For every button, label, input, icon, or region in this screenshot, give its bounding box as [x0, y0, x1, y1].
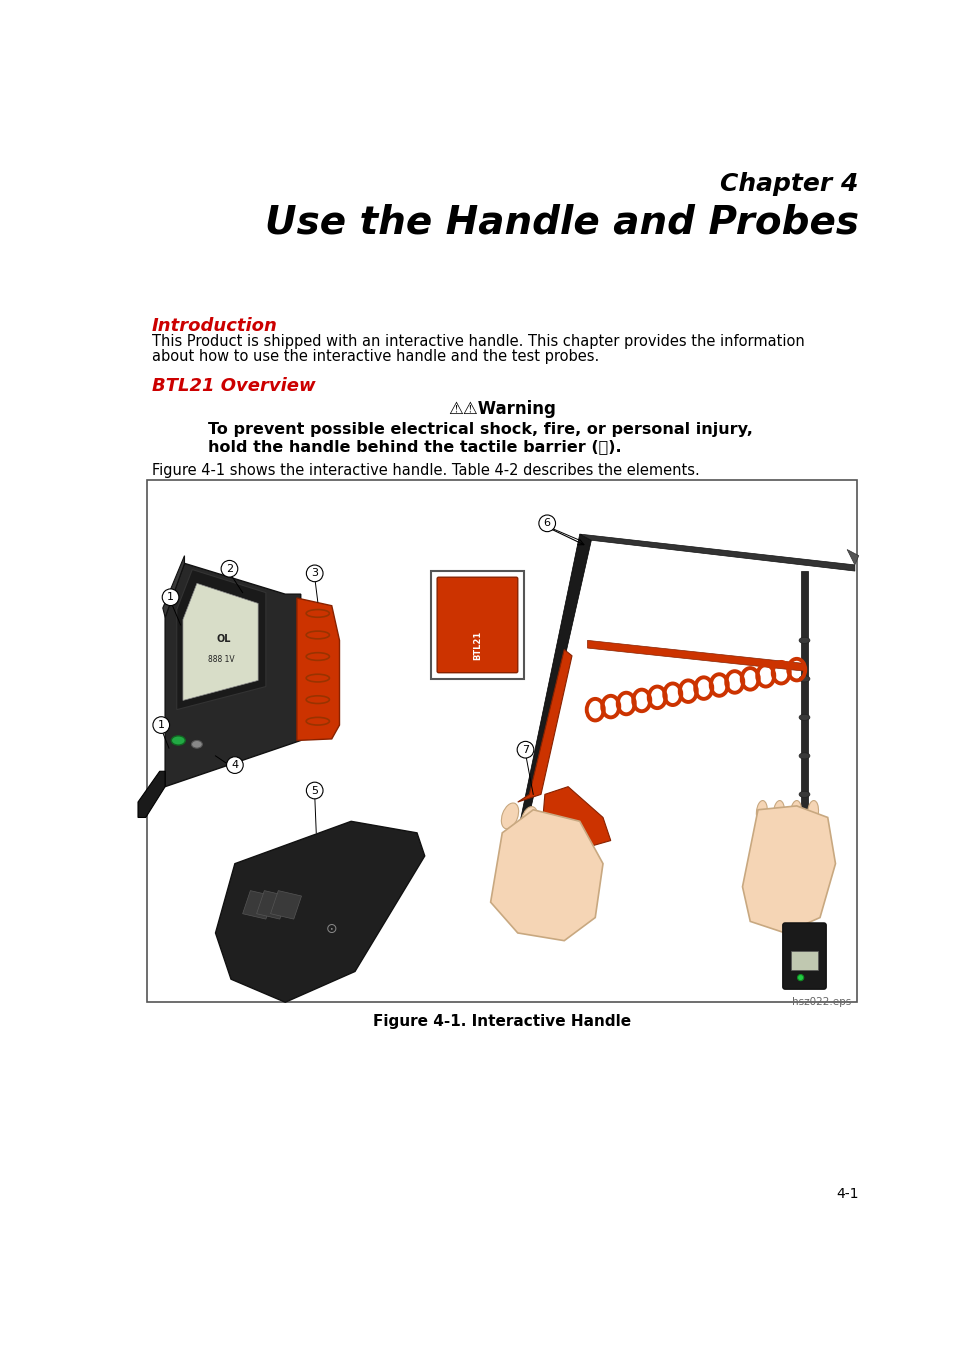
Bar — [147, 481, 858, 1002]
Text: 5: 5 — [312, 785, 318, 796]
Ellipse shape — [791, 801, 802, 823]
Ellipse shape — [502, 803, 518, 828]
Polygon shape — [580, 534, 855, 572]
Polygon shape — [541, 786, 611, 856]
Polygon shape — [270, 891, 302, 919]
Polygon shape — [517, 534, 591, 832]
Ellipse shape — [799, 637, 809, 644]
Ellipse shape — [799, 714, 809, 721]
Text: 4: 4 — [231, 760, 238, 770]
Text: 888 1V: 888 1V — [209, 655, 235, 664]
Text: OL: OL — [216, 634, 230, 644]
Text: BTL21 Overview: BTL21 Overview — [152, 378, 316, 395]
Polygon shape — [257, 891, 287, 919]
Polygon shape — [243, 891, 273, 919]
FancyBboxPatch shape — [783, 923, 826, 989]
Text: Introduction: Introduction — [152, 316, 277, 335]
Text: hold the handle behind the tactile barrier (⓷).: hold the handle behind the tactile barri… — [208, 439, 621, 454]
Text: Figure 4-1. Interactive Handle: Figure 4-1. Interactive Handle — [373, 1014, 631, 1029]
Ellipse shape — [757, 801, 767, 823]
Polygon shape — [517, 649, 572, 803]
Ellipse shape — [808, 801, 818, 823]
Ellipse shape — [191, 740, 202, 748]
Ellipse shape — [541, 811, 557, 837]
Ellipse shape — [799, 830, 809, 837]
Circle shape — [798, 975, 804, 980]
Text: ⚠⚠Warning: ⚠⚠Warning — [448, 401, 557, 418]
Polygon shape — [587, 641, 805, 671]
Text: 1: 1 — [167, 592, 174, 602]
Bar — [431, 572, 524, 679]
Polygon shape — [176, 569, 266, 710]
Text: 2: 2 — [225, 564, 233, 573]
Text: about how to use the interactive handle and the test probes.: about how to use the interactive handle … — [152, 349, 599, 364]
Polygon shape — [216, 822, 424, 1002]
Ellipse shape — [799, 752, 809, 759]
Text: hsz022.eps: hsz022.eps — [792, 997, 851, 1006]
Polygon shape — [163, 555, 184, 618]
FancyBboxPatch shape — [437, 577, 517, 672]
Text: This Product is shipped with an interactive handle. This chapter provides the in: This Product is shipped with an interact… — [152, 334, 805, 349]
Polygon shape — [743, 805, 836, 933]
Text: To prevent possible electrical shock, fire, or personal injury,: To prevent possible electrical shock, fi… — [208, 422, 753, 437]
Ellipse shape — [773, 801, 784, 823]
Text: 6: 6 — [544, 519, 551, 528]
Polygon shape — [183, 584, 258, 701]
Polygon shape — [297, 598, 339, 740]
Ellipse shape — [799, 676, 809, 682]
Polygon shape — [491, 809, 603, 941]
Text: Use the Handle and Probes: Use the Handle and Probes — [265, 202, 858, 240]
Text: Figure 4-1 shows the interactive handle. Table 4-2 describes the elements.: Figure 4-1 shows the interactive handle.… — [152, 463, 700, 478]
Text: 1: 1 — [158, 720, 165, 731]
Ellipse shape — [172, 736, 185, 746]
Polygon shape — [165, 564, 301, 786]
Polygon shape — [801, 572, 808, 941]
Bar — [791, 951, 818, 970]
Text: 3: 3 — [312, 569, 318, 579]
Polygon shape — [138, 771, 165, 818]
Text: BTL21: BTL21 — [473, 631, 482, 660]
Ellipse shape — [521, 807, 538, 832]
Text: 7: 7 — [522, 744, 529, 755]
Polygon shape — [847, 550, 858, 565]
Ellipse shape — [799, 792, 809, 797]
Text: Chapter 4: Chapter 4 — [720, 172, 858, 196]
Text: 4-1: 4-1 — [836, 1187, 858, 1200]
Text: ⊙: ⊙ — [326, 922, 337, 936]
